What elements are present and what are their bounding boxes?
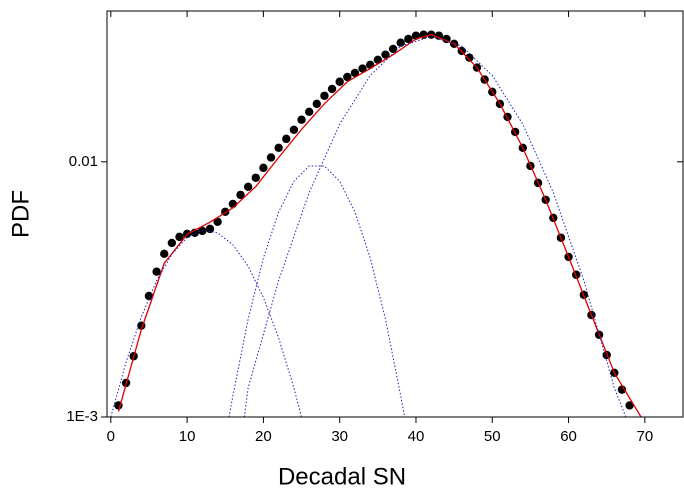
x-axis-title: Decadal SN: [278, 463, 406, 490]
data-point: [343, 72, 352, 82]
data-point: [625, 401, 634, 410]
data-point: [350, 68, 360, 78]
data-point: [388, 44, 398, 54]
data-point: [335, 77, 344, 86]
x-tick-label: 0: [107, 428, 115, 445]
data-point: [327, 84, 337, 94]
data-point: [366, 60, 375, 70]
data-point: [434, 31, 444, 40]
data-point: [198, 226, 207, 236]
data-point: [282, 134, 291, 144]
data-point: [152, 267, 161, 276]
data-point: [404, 34, 413, 44]
x-tick-label: 50: [484, 428, 501, 445]
component-line: [110, 229, 303, 418]
data-point: [312, 99, 322, 109]
data-point: [205, 224, 215, 234]
data-point: [266, 153, 276, 162]
data-point: [259, 163, 268, 173]
data-point: [381, 50, 390, 59]
data-point: [251, 173, 260, 182]
plot-frame: [106, 10, 684, 418]
y-tick-label: 0.01: [69, 153, 98, 170]
x-tick-label: 40: [408, 428, 425, 445]
fit-line: [117, 33, 642, 418]
data-point: [358, 64, 367, 73]
y-tick-label: 1E-3: [66, 408, 98, 425]
x-tick-label: 60: [560, 428, 577, 445]
data-point: [274, 143, 283, 152]
x-tick-label: 70: [637, 428, 654, 445]
data-point: [228, 199, 238, 209]
data-point: [167, 238, 177, 248]
x-tick-label: 10: [179, 428, 196, 445]
x-tick-label: 20: [255, 428, 272, 445]
data-point: [160, 249, 169, 259]
data-point: [213, 217, 222, 227]
data-point: [243, 182, 253, 192]
x-tick-label: 30: [331, 428, 348, 445]
component-line: [243, 35, 627, 418]
y-axis-title: PDF: [7, 190, 34, 238]
data-point: [304, 107, 314, 117]
data-point: [236, 190, 245, 200]
data-point: [617, 385, 627, 394]
data-point: [465, 53, 474, 62]
data-point: [289, 125, 299, 135]
data-point: [396, 38, 405, 47]
component-line: [228, 165, 406, 418]
data-point: [297, 115, 306, 124]
data-point: [175, 232, 184, 242]
data-point: [320, 91, 329, 100]
